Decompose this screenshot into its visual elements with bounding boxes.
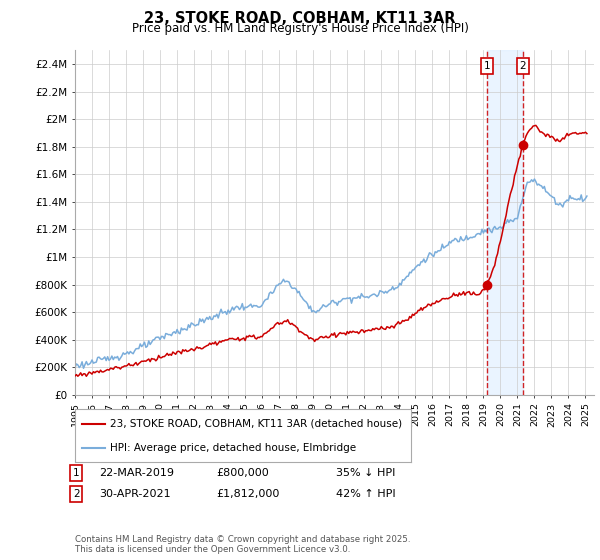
Text: HPI: Average price, detached house, Elmbridge: HPI: Average price, detached house, Elmb…	[110, 443, 356, 453]
Text: 42% ↑ HPI: 42% ↑ HPI	[336, 489, 395, 499]
Bar	[487, 50, 523, 395]
Text: 30-APR-2021: 30-APR-2021	[99, 489, 170, 499]
Text: £800,000: £800,000	[216, 468, 269, 478]
Text: £1,812,000: £1,812,000	[216, 489, 280, 499]
Text: 1: 1	[73, 468, 80, 478]
Text: 23, STOKE ROAD, COBHAM, KT11 3AR: 23, STOKE ROAD, COBHAM, KT11 3AR	[144, 11, 456, 26]
Text: 1: 1	[484, 61, 490, 71]
Text: 2: 2	[520, 61, 526, 71]
Text: Price paid vs. HM Land Registry's House Price Index (HPI): Price paid vs. HM Land Registry's House …	[131, 22, 469, 35]
Text: 22-MAR-2019: 22-MAR-2019	[99, 468, 174, 478]
Text: 23, STOKE ROAD, COBHAM, KT11 3AR (detached house): 23, STOKE ROAD, COBHAM, KT11 3AR (detach…	[110, 419, 403, 429]
Text: 35% ↓ HPI: 35% ↓ HPI	[336, 468, 395, 478]
Text: Contains HM Land Registry data © Crown copyright and database right 2025.
This d: Contains HM Land Registry data © Crown c…	[75, 535, 410, 554]
Text: 2: 2	[73, 489, 80, 499]
